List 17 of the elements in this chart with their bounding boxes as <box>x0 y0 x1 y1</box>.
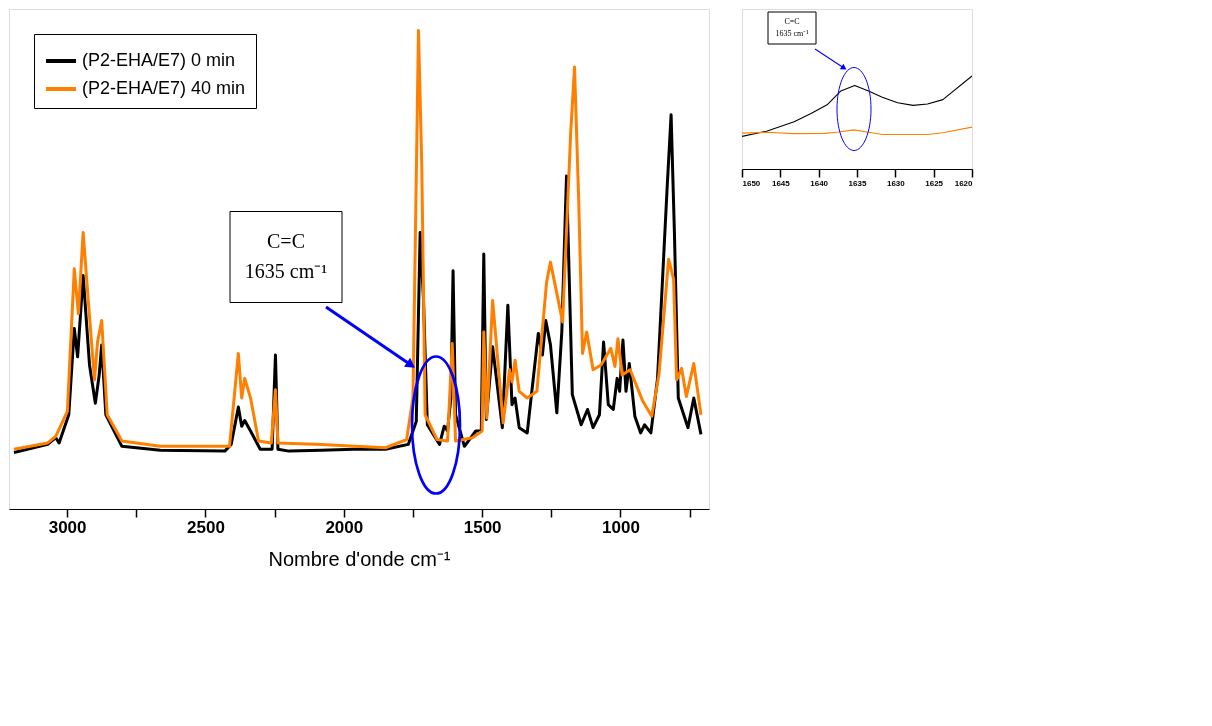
x-tick-label: 1500 <box>463 517 502 537</box>
x-tick-label: 1645 <box>771 178 791 188</box>
text: C=C 1635 cm⁻¹ <box>775 17 810 38</box>
x-tick-label: 3000 <box>48 517 87 537</box>
x-tick-label: 1640 <box>810 178 829 188</box>
x-tick-label: 1630 <box>886 178 906 188</box>
x-tick-label: 2500 <box>187 517 225 537</box>
annotation: C=C 1635 cm⁻¹ <box>244 230 328 282</box>
x-tick-label: 1620 <box>954 178 974 188</box>
x-axis-title: Nombre d'onde cm⁻¹ <box>268 547 451 570</box>
x-tick-label: 1635 <box>848 178 867 188</box>
legend-label: (P2-EHA/E7) 40 min <box>82 78 246 98</box>
x-tick-label: 1625 <box>925 178 944 188</box>
x-tick-label: 1000 <box>602 517 640 537</box>
x-tick-label: 2000 <box>325 517 364 537</box>
x-tick-label: 1650 <box>742 178 761 188</box>
legend-label: (P2-EHA/E7) 0 min <box>82 50 236 70</box>
